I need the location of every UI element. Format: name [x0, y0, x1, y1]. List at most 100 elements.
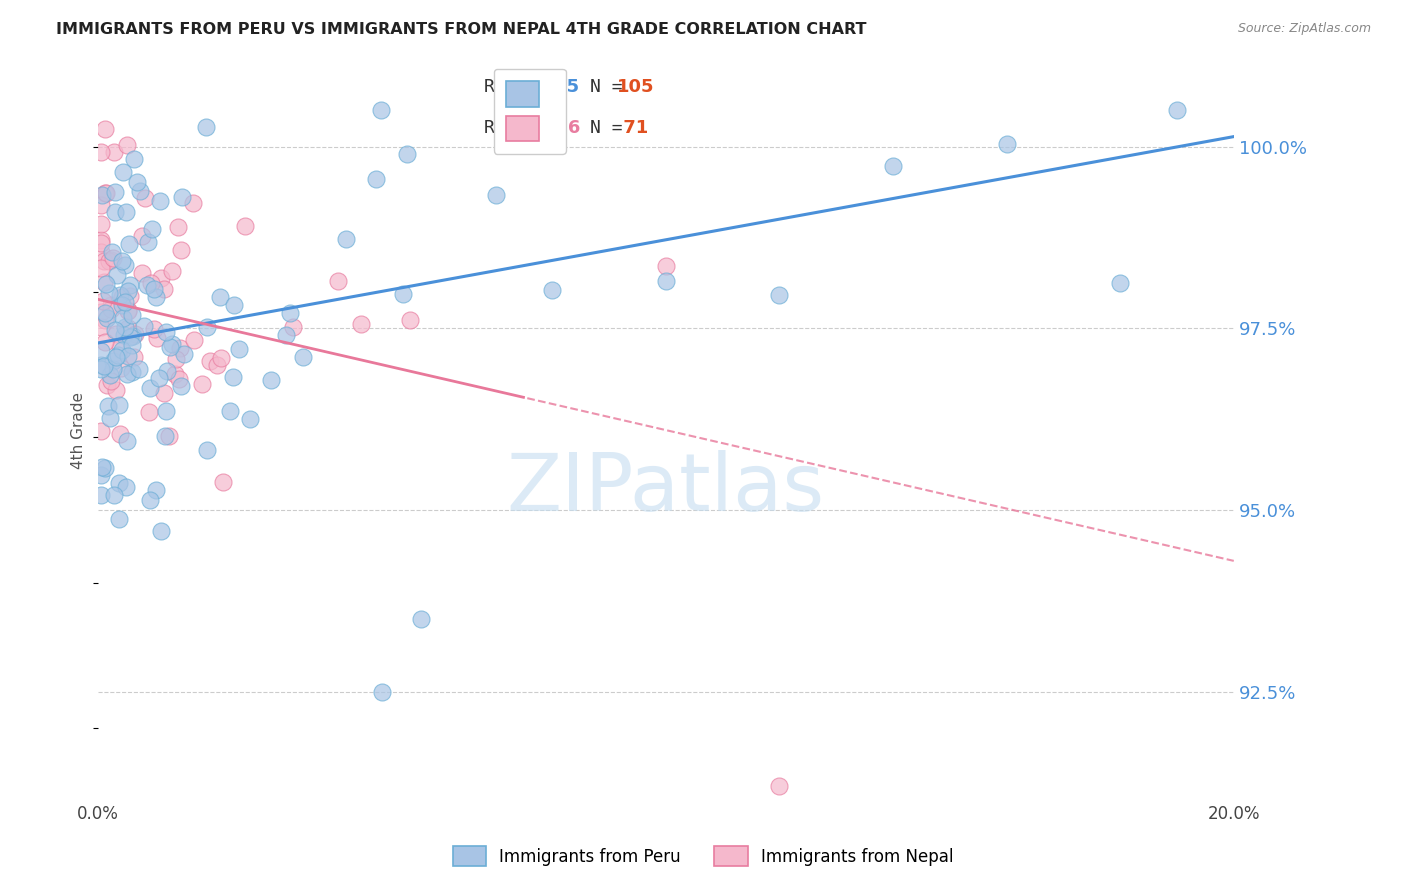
- Point: [155, 325, 177, 339]
- Text: ZIPatlas: ZIPatlas: [506, 450, 825, 528]
- Point: [114, 258, 136, 272]
- Point: [90, 358, 112, 372]
- Text: Source: ZipAtlas.com: Source: ZipAtlas.com: [1237, 22, 1371, 36]
- Point: [145, 483, 167, 497]
- Point: [97, 285, 120, 300]
- Point: [101, 244, 124, 259]
- Point: [768, 287, 790, 301]
- Point: [205, 358, 228, 372]
- Point: [115, 434, 138, 448]
- Point: [131, 266, 153, 280]
- Point: [98, 253, 121, 268]
- Point: [170, 243, 193, 257]
- Point: [117, 284, 139, 298]
- Point: [392, 287, 415, 301]
- Point: [112, 328, 135, 343]
- Point: [141, 222, 163, 236]
- Point: [104, 323, 127, 337]
- Point: [162, 264, 184, 278]
- Point: [995, 136, 1018, 151]
- Point: [114, 320, 136, 334]
- Point: [121, 365, 143, 379]
- Point: [90, 145, 112, 160]
- Point: [169, 341, 191, 355]
- Point: [90, 362, 112, 376]
- Point: [122, 153, 145, 167]
- Point: [170, 190, 193, 204]
- Point: [655, 274, 678, 288]
- Point: [142, 322, 165, 336]
- Point: [90, 244, 112, 259]
- Point: [882, 159, 904, 173]
- Point: [183, 333, 205, 347]
- Point: [103, 354, 125, 368]
- Point: [292, 350, 315, 364]
- Point: [136, 235, 159, 250]
- Point: [108, 288, 131, 302]
- Point: [90, 319, 112, 334]
- Point: [138, 405, 160, 419]
- Point: [111, 298, 134, 312]
- Text: IMMIGRANTS FROM PERU VS IMMIGRANTS FROM NEPAL 4TH GRADE CORRELATION CHART: IMMIGRANTS FROM PERU VS IMMIGRANTS FROM …: [56, 22, 866, 37]
- Point: [104, 185, 127, 199]
- Point: [138, 381, 160, 395]
- Y-axis label: 4th Grade: 4th Grade: [72, 392, 86, 468]
- Point: [117, 349, 139, 363]
- Text: N =: N =: [591, 78, 633, 96]
- Point: [97, 399, 120, 413]
- Point: [118, 289, 141, 303]
- Text: 0.425: 0.425: [516, 78, 579, 96]
- Point: [165, 367, 187, 381]
- Point: [239, 412, 262, 426]
- Point: [165, 351, 187, 366]
- Point: [115, 480, 138, 494]
- Point: [103, 488, 125, 502]
- Point: [108, 340, 131, 354]
- Point: [108, 426, 131, 441]
- Point: [118, 277, 141, 292]
- Point: [111, 165, 134, 179]
- Point: [768, 779, 790, 793]
- Point: [121, 338, 143, 352]
- Text: R =: R =: [484, 78, 527, 96]
- Text: N =: N =: [591, 119, 633, 136]
- Point: [125, 175, 148, 189]
- Point: [90, 198, 112, 212]
- Point: [1166, 103, 1188, 118]
- Legend: Immigrants from Peru, Immigrants from Nepal: Immigrants from Peru, Immigrants from Ne…: [444, 838, 962, 875]
- Point: [93, 461, 115, 475]
- Point: [91, 293, 114, 308]
- Point: [395, 146, 418, 161]
- Point: [191, 377, 214, 392]
- Point: [122, 329, 145, 343]
- Point: [364, 172, 387, 186]
- Point: [117, 304, 139, 318]
- Point: [107, 348, 129, 362]
- Point: [96, 277, 118, 292]
- Point: [118, 236, 141, 251]
- Point: [153, 429, 176, 443]
- Point: [281, 319, 304, 334]
- Point: [152, 386, 174, 401]
- Point: [155, 404, 177, 418]
- Point: [335, 232, 357, 246]
- Point: [135, 277, 157, 292]
- Point: [209, 351, 232, 365]
- Point: [160, 337, 183, 351]
- Point: [152, 282, 174, 296]
- Point: [93, 359, 115, 374]
- Point: [139, 492, 162, 507]
- Text: -0.156: -0.156: [516, 119, 581, 136]
- Point: [150, 524, 173, 538]
- Text: R =: R =: [484, 119, 527, 136]
- Legend: , : ,: [494, 69, 565, 154]
- Point: [134, 191, 156, 205]
- Point: [108, 476, 131, 491]
- Point: [141, 276, 163, 290]
- Point: [370, 103, 392, 118]
- Point: [100, 301, 122, 316]
- Point: [90, 488, 112, 502]
- Point: [148, 370, 170, 384]
- Point: [118, 330, 141, 344]
- Point: [128, 362, 150, 376]
